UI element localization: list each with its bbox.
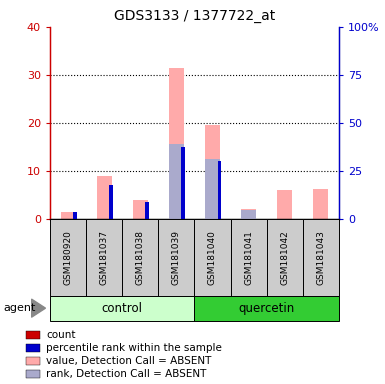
Bar <box>266 219 303 296</box>
Polygon shape <box>32 299 45 317</box>
Bar <box>27 369 40 378</box>
Text: value, Detection Call = ABSENT: value, Detection Call = ABSENT <box>46 356 211 366</box>
Text: GSM181043: GSM181043 <box>316 230 325 285</box>
Title: GDS3133 / 1377722_at: GDS3133 / 1377722_at <box>114 9 275 23</box>
Text: GSM181042: GSM181042 <box>280 230 289 285</box>
Bar <box>194 219 231 296</box>
Bar <box>231 219 266 296</box>
Bar <box>50 219 86 296</box>
Bar <box>158 219 194 296</box>
Bar <box>205 159 220 219</box>
Bar <box>86 219 122 296</box>
Bar <box>169 144 184 219</box>
Text: GSM181041: GSM181041 <box>244 230 253 285</box>
Bar <box>303 219 339 296</box>
Bar <box>169 68 184 219</box>
Bar <box>27 344 40 352</box>
Bar <box>181 147 185 219</box>
Text: quercetin: quercetin <box>238 302 295 314</box>
Bar <box>194 296 339 321</box>
Bar <box>122 219 158 296</box>
Bar <box>27 331 40 339</box>
Text: rank, Detection Call = ABSENT: rank, Detection Call = ABSENT <box>46 369 206 379</box>
Bar <box>277 190 292 219</box>
Bar <box>109 185 113 219</box>
Text: GSM181037: GSM181037 <box>100 230 109 285</box>
Text: GSM181039: GSM181039 <box>172 230 181 285</box>
Text: count: count <box>46 330 75 340</box>
Bar <box>133 200 148 219</box>
Text: control: control <box>102 302 143 314</box>
Bar <box>241 210 256 219</box>
Bar <box>60 212 76 219</box>
Bar <box>218 161 221 219</box>
Bar <box>73 212 77 219</box>
Text: GSM180920: GSM180920 <box>64 230 73 285</box>
Text: percentile rank within the sample: percentile rank within the sample <box>46 343 222 353</box>
Bar <box>146 202 149 219</box>
Bar <box>241 209 256 219</box>
Bar <box>27 357 40 365</box>
Text: GSM181040: GSM181040 <box>208 230 217 285</box>
Bar <box>205 125 220 219</box>
Bar <box>313 189 328 219</box>
Text: agent: agent <box>4 303 36 313</box>
Text: GSM181038: GSM181038 <box>136 230 145 285</box>
Bar <box>50 296 194 321</box>
Bar <box>97 176 112 219</box>
